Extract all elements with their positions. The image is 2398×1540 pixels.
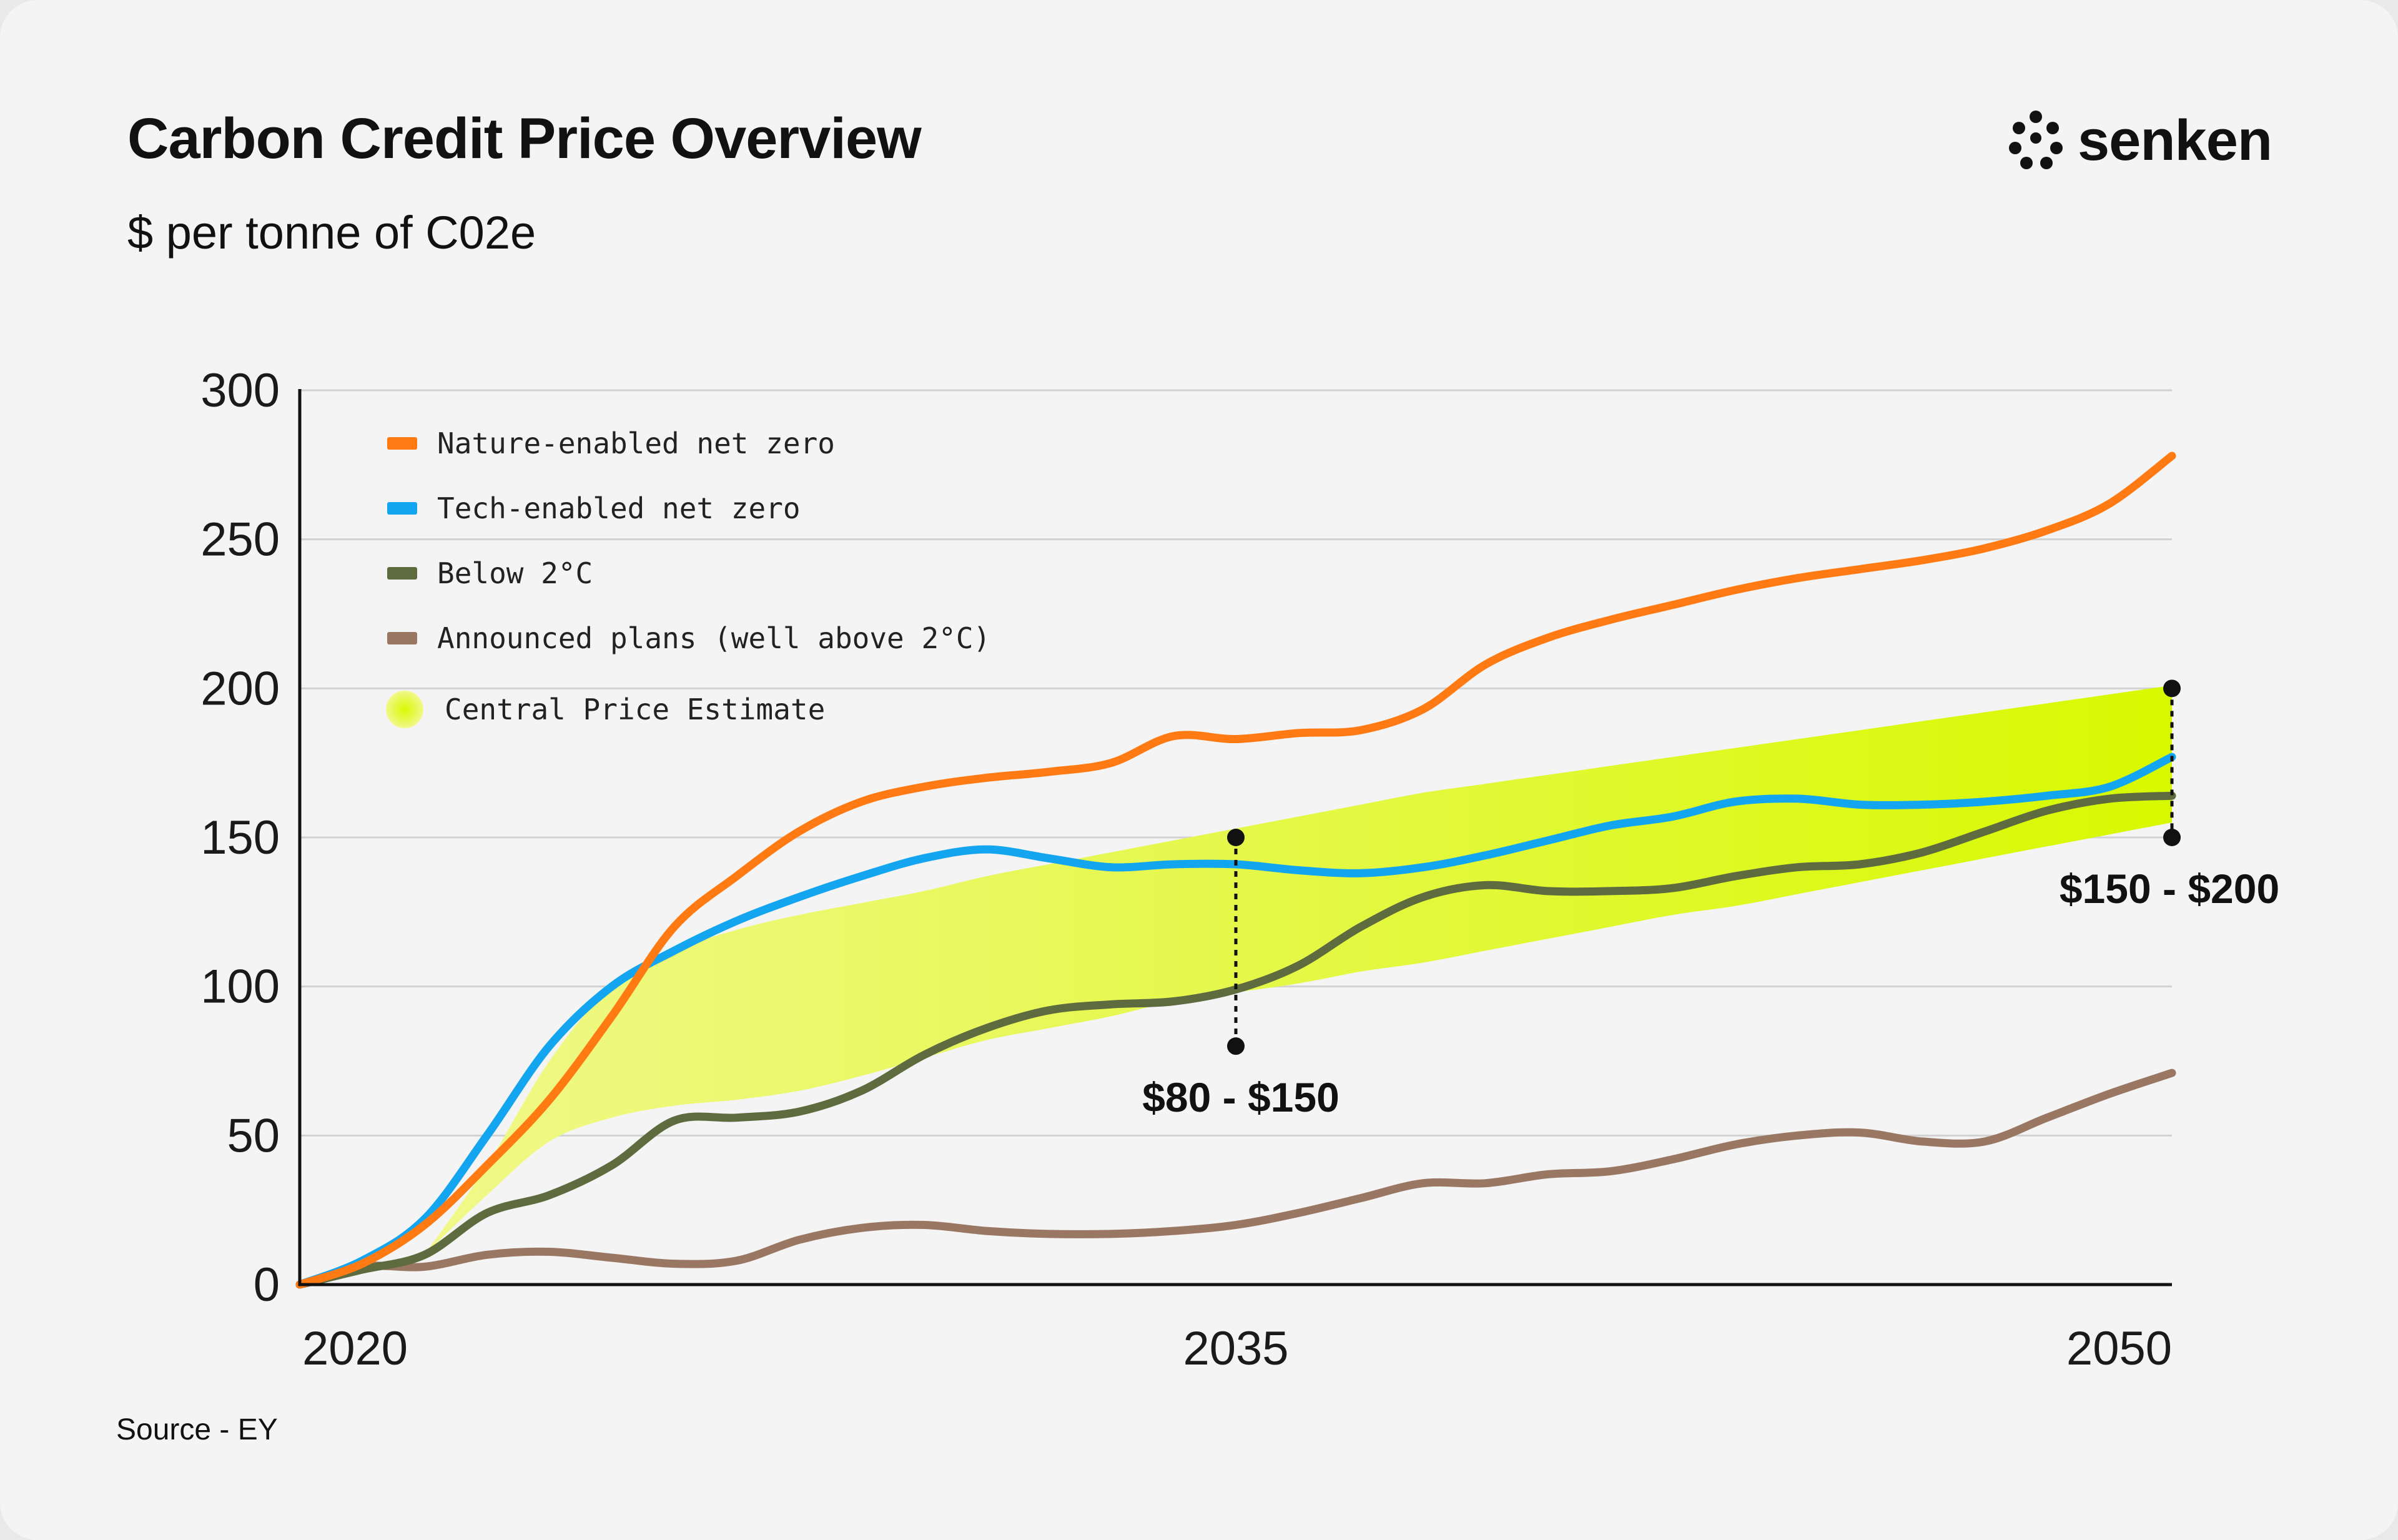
x-tick-label-2035: 2035 — [1183, 1322, 1288, 1375]
brand-name: senken — [2078, 108, 2272, 172]
legend-swatch-1 — [387, 502, 417, 515]
y-tick-label-50: 50 — [227, 1109, 280, 1162]
y-tick-label-150: 150 — [200, 811, 280, 864]
legend-label-3: Announced plans (well above 2°C) — [437, 621, 990, 655]
y-tick-label-250: 250 — [200, 513, 280, 566]
below-2c-line — [295, 791, 2176, 1289]
y-tick-label-100: 100 — [200, 960, 280, 1014]
brand: senken — [2008, 106, 2272, 175]
legend-label-2: Below 2°C — [437, 556, 593, 590]
range-high-marker-2035 — [1227, 829, 1245, 846]
range-annotations: $80 - $150 $150 - $200 — [1142, 679, 2279, 1120]
chart-title: Carbon Credit Price Overview — [127, 107, 922, 170]
chart-subtitle: $ per tonne of C02e — [127, 207, 536, 259]
legend-label-band: Central Price Estimate — [445, 693, 825, 726]
range-high-marker-2050 — [2163, 679, 2181, 698]
legend-swatch-band — [386, 691, 423, 728]
range-low-marker-2035 — [1227, 1037, 1245, 1055]
legend: Nature-enabled net zero Tech-enabled net … — [386, 427, 990, 728]
tech-enabled-line — [295, 753, 2176, 1289]
y-tick-label-300: 300 — [200, 364, 280, 417]
announced-plans-line — [295, 1069, 2176, 1289]
x-tick-label-2020: 2020 — [302, 1322, 408, 1375]
source-note: Source - EY — [116, 1413, 278, 1446]
y-tick-label-0: 0 — [254, 1258, 280, 1311]
nature-enabled-line — [295, 452, 2176, 1289]
y-tick-label-200: 200 — [200, 662, 280, 715]
series-lines — [295, 452, 2176, 1289]
range-low-marker-2050 — [2163, 829, 2181, 846]
legend-swatch-3 — [387, 632, 417, 644]
range-label-2035: $80 - $150 — [1142, 1074, 1340, 1120]
senken-dots-logo-icon — [2009, 111, 2063, 169]
axes: 0 50 100 150 200 250 300 2020 2035 2050 — [200, 364, 2172, 1375]
legend-label-0: Nature-enabled net zero — [437, 427, 835, 460]
legend-swatch-2 — [387, 567, 417, 580]
range-label-2050: $150 - $200 — [2060, 866, 2279, 912]
x-tick-label-2050: 2050 — [2066, 1322, 2172, 1375]
legend-label-1: Tech-enabled net zero — [437, 491, 801, 525]
legend-swatch-0 — [387, 437, 417, 450]
